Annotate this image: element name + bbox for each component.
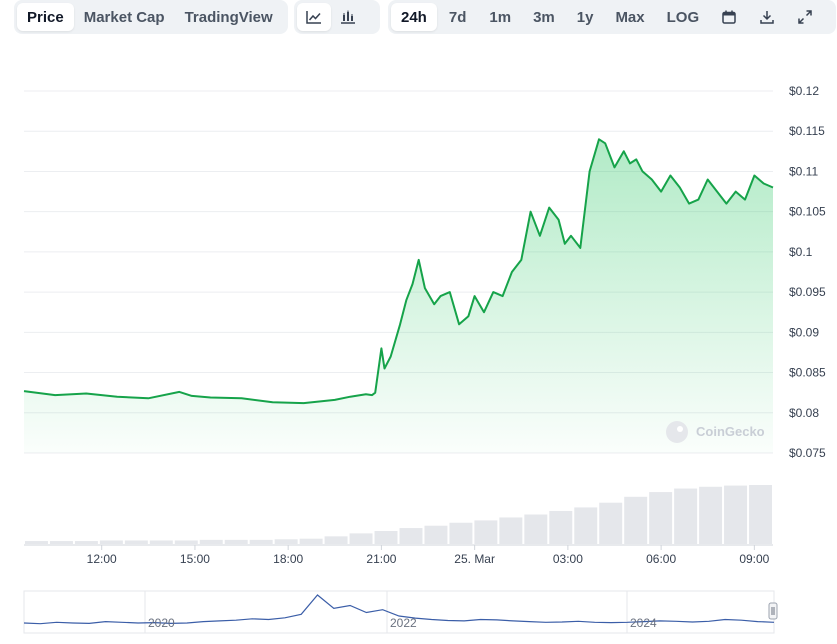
navigator-year-label: 2022 (390, 616, 417, 630)
y-tick-label: $0.085 (789, 366, 826, 380)
download-icon[interactable] (748, 3, 786, 31)
x-axis-labels: 12:00 15:00 18:00 21:00 25. Mar 03:00 06:00 09:… (24, 544, 773, 566)
x-tick-label: 15:00 (180, 552, 210, 566)
volume-bar (174, 540, 198, 544)
volume-bar (299, 538, 323, 544)
volume-bar (149, 540, 173, 544)
range-1m[interactable]: 1m (489, 8, 512, 26)
volume-bar (25, 541, 48, 544)
volume-bar (124, 540, 148, 544)
line-chart-icon[interactable] (297, 3, 331, 31)
x-tick-label: 09:00 (739, 552, 769, 566)
volume-bar (49, 541, 73, 544)
volume-bar (224, 539, 248, 544)
x-tick-label: 12:00 (87, 552, 117, 566)
range-navigator: 2020 2022 2024 (23, 590, 778, 634)
volume-bar (574, 507, 598, 544)
volume-bar (249, 539, 273, 544)
navigator-year-label: 2024 (630, 616, 657, 630)
chart-style-toggle (294, 0, 380, 34)
range-7d[interactable]: 7d (448, 8, 467, 26)
volume-bar (724, 485, 748, 544)
volume-bars (25, 485, 772, 544)
x-tick-label: 18:00 (273, 552, 303, 566)
volume-bar (449, 522, 473, 544)
candlestick-icon[interactable] (331, 3, 365, 31)
x-tick-label: 21:00 (366, 552, 396, 566)
range-selector: 24h 7d 1m 3m 1y Max LOG (388, 0, 836, 34)
coingecko-watermark: CoinGecko (666, 421, 765, 443)
y-tick-label: $0.075 (789, 446, 826, 460)
volume-bar (74, 541, 98, 544)
y-tick-label: $0.1 (789, 245, 813, 259)
price-area (24, 139, 773, 454)
volume-bar (549, 510, 573, 544)
tab-price[interactable]: Price (17, 3, 74, 31)
range-1y[interactable]: 1y (576, 8, 594, 26)
volume-bar (524, 514, 548, 544)
volume-bar (399, 528, 423, 544)
volume-bar (99, 540, 123, 544)
expand-icon[interactable] (786, 3, 824, 31)
volume-bar (199, 539, 223, 544)
range-max[interactable]: Max (615, 8, 645, 26)
volume-bar (474, 520, 498, 544)
y-tick-label: $0.115 (789, 124, 825, 138)
volume-bar (274, 539, 298, 544)
x-tick-label: 06:00 (646, 552, 676, 566)
watermark-text: CoinGecko (696, 424, 765, 439)
x-tick-label: 03:00 (553, 552, 583, 566)
range-3m[interactable]: 3m (533, 8, 555, 26)
calendar-icon[interactable] (710, 3, 748, 31)
log-scale-toggle[interactable]: LOG (666, 8, 700, 26)
y-tick-label: $0.11 (789, 164, 818, 178)
navigator-year-label: 2020 (148, 616, 175, 630)
y-tick-label: $0.09 (789, 325, 819, 339)
volume-bar (499, 517, 523, 544)
volume-bar (624, 496, 648, 544)
y-tick-label: $0.12 (789, 84, 819, 98)
volume-bar (424, 525, 448, 544)
volume-bar (649, 492, 673, 544)
volume-bar (374, 531, 398, 544)
volume-bar (599, 502, 623, 544)
volume-bar (674, 488, 698, 544)
volume-bar (749, 485, 772, 544)
tab-market-cap[interactable]: Market Cap (83, 8, 165, 26)
y-tick-label: $0.095 (789, 285, 826, 299)
y-tick-label: $0.08 (789, 406, 819, 420)
x-tick-label: 25. Mar (454, 552, 495, 566)
view-tabs: Price Market Cap TradingView (14, 0, 288, 34)
price-line (23, 138, 774, 405)
volume-bar (699, 486, 723, 544)
navigator-handle[interactable] (768, 602, 778, 620)
y-tick-label: $0.105 (789, 205, 826, 219)
tab-tradingview[interactable]: TradingView (184, 8, 273, 26)
navigator-line (23, 594, 775, 625)
range-24h[interactable]: 24h (391, 3, 437, 31)
volume-bar (349, 533, 373, 544)
y-axis-labels: $0.12 $0.115 $0.11 $0.105 $0.1 $0.095 $0.09 $0.… (789, 84, 826, 460)
volume-bar (324, 536, 348, 544)
